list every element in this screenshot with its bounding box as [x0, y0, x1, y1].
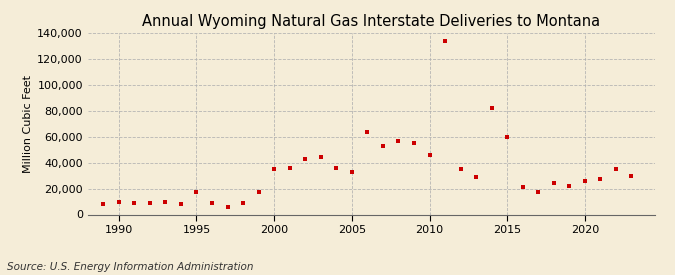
Point: [579, 178, 590, 183]
Point: [176, 202, 186, 206]
Text: Source: U.S. Energy Information Administration: Source: U.S. Energy Information Administ…: [7, 262, 253, 272]
Point: [331, 166, 342, 170]
Point: [439, 39, 450, 43]
Point: [346, 169, 357, 174]
Point: [300, 156, 310, 161]
Point: [626, 174, 637, 178]
Point: [377, 144, 388, 148]
Point: [595, 177, 605, 182]
Point: [222, 205, 233, 209]
Point: [533, 190, 543, 195]
Point: [113, 200, 124, 204]
Point: [238, 201, 248, 206]
Point: [610, 167, 621, 171]
Point: [393, 138, 404, 143]
Point: [269, 167, 279, 171]
Point: [284, 166, 295, 170]
Point: [253, 190, 264, 195]
Point: [517, 185, 528, 189]
Y-axis label: Million Cubic Feet: Million Cubic Feet: [23, 75, 33, 173]
Point: [315, 155, 326, 160]
Point: [207, 201, 217, 205]
Point: [408, 141, 419, 145]
Point: [98, 202, 109, 206]
Point: [144, 201, 155, 205]
Point: [486, 106, 497, 110]
Point: [564, 184, 574, 188]
Point: [424, 153, 435, 157]
Point: [455, 167, 466, 171]
Point: [160, 199, 171, 204]
Point: [470, 175, 481, 179]
Point: [362, 129, 373, 134]
Point: [129, 201, 140, 205]
Title: Annual Wyoming Natural Gas Interstate Deliveries to Montana: Annual Wyoming Natural Gas Interstate De…: [142, 14, 600, 29]
Point: [191, 190, 202, 195]
Point: [502, 134, 512, 139]
Point: [548, 181, 559, 186]
